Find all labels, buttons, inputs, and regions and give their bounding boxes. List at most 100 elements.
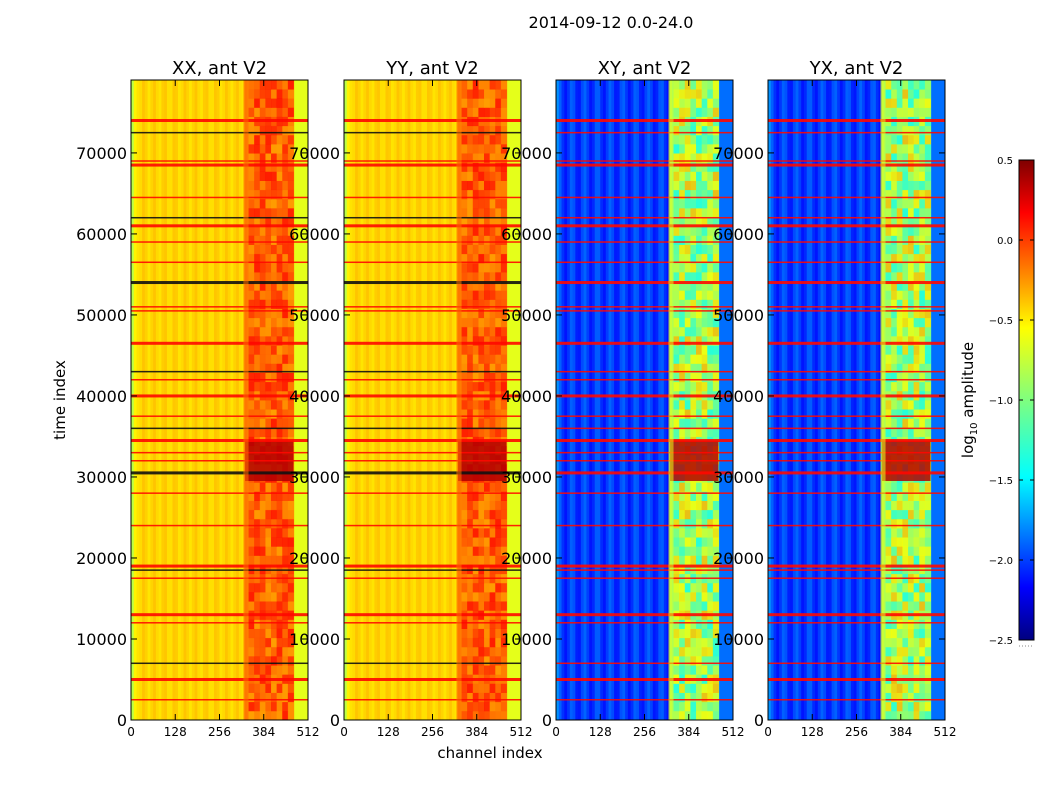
activity-cell	[489, 125, 496, 136]
activity-cell	[690, 244, 697, 255]
activity-cell	[712, 80, 719, 90]
activity-cell	[707, 198, 714, 209]
activity-cell	[896, 198, 903, 209]
activity-cell	[484, 537, 491, 547]
activity-cell	[712, 537, 719, 547]
activity-cell	[478, 546, 485, 556]
activity-cell	[924, 601, 931, 611]
activity-cell	[265, 518, 272, 529]
activity-cell	[489, 89, 496, 99]
activity-cell	[885, 692, 892, 703]
activity-cell	[707, 409, 714, 419]
channel-column	[169, 80, 173, 720]
activity-cell	[271, 198, 278, 209]
activity-cell	[248, 98, 255, 108]
activity-cell	[891, 582, 898, 593]
activity-cell	[478, 418, 485, 428]
activity-cell	[248, 317, 255, 328]
activity-cell	[891, 409, 898, 419]
activity-cell	[467, 217, 474, 227]
colorbar: 0.50.0−0.5−1.0−1.5−2.0−2.5 log10 amplitu…	[959, 156, 1035, 647]
activity-cell	[684, 683, 691, 693]
y-axis-label: time index	[51, 360, 69, 440]
activity-cell	[265, 409, 272, 419]
activity-cell	[924, 144, 931, 154]
activity-cell	[701, 171, 708, 181]
activity-cell	[919, 336, 926, 346]
activity-cell	[712, 665, 719, 675]
activity-cell	[500, 646, 507, 657]
activity-cell	[684, 134, 691, 145]
channel-column	[518, 80, 522, 720]
activity-cell	[265, 326, 272, 337]
activity-cell	[712, 98, 719, 108]
activity-cell	[696, 381, 703, 392]
activity-cell	[902, 134, 909, 145]
activity-cell	[484, 683, 491, 693]
activity-cell	[282, 592, 289, 602]
activity-cell	[891, 683, 898, 693]
activity-cell	[896, 372, 903, 383]
activity-cell	[461, 665, 468, 675]
channel-column	[153, 80, 157, 720]
activity-cell	[891, 592, 898, 602]
activity-cell	[282, 409, 289, 419]
activity-cell	[679, 98, 686, 108]
activity-cell	[684, 546, 691, 556]
activity-cell	[712, 253, 719, 264]
activity-cell	[282, 336, 289, 346]
activity-cell	[913, 281, 920, 291]
activity-cell	[478, 180, 485, 191]
activity-cell	[282, 656, 289, 666]
channel-column	[663, 80, 668, 720]
activity-cell	[472, 244, 479, 255]
activity-cell	[254, 144, 261, 154]
activity-cell	[287, 701, 294, 712]
activity-cell	[684, 592, 691, 602]
activity-cell	[472, 582, 479, 593]
activity-cell	[707, 363, 714, 373]
activity-cell	[885, 683, 892, 693]
activity-cell	[287, 290, 294, 300]
channel-column	[848, 80, 852, 720]
activity-cell	[287, 509, 294, 520]
activity-cell	[500, 317, 507, 328]
activity-cell	[896, 272, 903, 282]
activity-cell	[701, 153, 708, 163]
flagged-row	[768, 196, 945, 199]
activity-cell	[908, 656, 915, 666]
activity-cell	[478, 372, 485, 383]
activity-cell	[467, 317, 474, 328]
channel-column	[172, 80, 176, 720]
x-tick-label: 256	[633, 725, 656, 739]
activity-cell	[696, 546, 703, 556]
activity-cell	[461, 134, 468, 145]
activity-cell	[891, 701, 898, 712]
flagged-row	[556, 564, 733, 568]
activity-cell	[500, 518, 507, 529]
activity-cell	[472, 317, 479, 328]
activity-cell	[484, 217, 491, 227]
activity-cell	[276, 345, 283, 355]
activity-cell	[259, 409, 266, 419]
activity-cell	[495, 564, 502, 575]
activity-cell	[701, 299, 708, 309]
activity-cell	[924, 354, 931, 364]
activity-cell	[891, 537, 898, 547]
activity-cell	[467, 500, 474, 511]
flagged-row	[556, 622, 733, 624]
activity-cell	[701, 180, 708, 191]
activity-cell	[679, 564, 686, 575]
activity-cell	[287, 107, 294, 117]
activity-cell	[254, 701, 261, 712]
activity-cell	[712, 208, 719, 218]
activity-cell	[885, 290, 892, 300]
activity-cell	[484, 171, 491, 181]
flagged-row	[131, 492, 308, 494]
activity-cell	[885, 491, 892, 501]
activity-cell	[484, 125, 491, 136]
activity-cell	[885, 701, 892, 712]
activity-cell	[484, 555, 491, 565]
activity-cell	[467, 290, 474, 300]
activity-cell	[690, 336, 697, 346]
